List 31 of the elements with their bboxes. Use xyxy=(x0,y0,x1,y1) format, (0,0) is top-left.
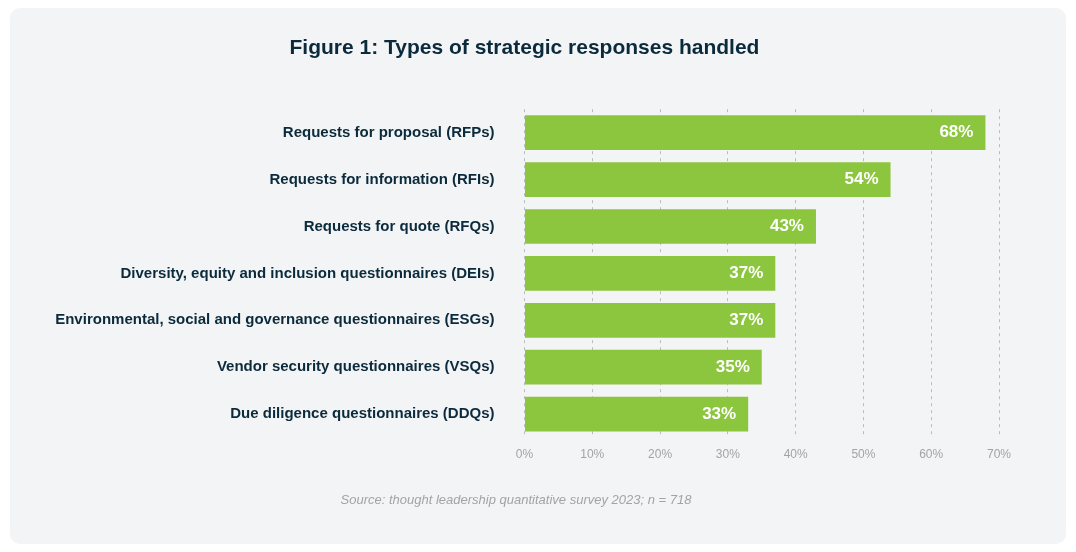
bar xyxy=(525,115,986,151)
source-note: Source: thought leadership quantitative survey 2023; n = 718 xyxy=(340,491,693,507)
x-tick-label: 30% xyxy=(715,447,741,462)
x-tick-label: 0% xyxy=(515,447,534,462)
bar xyxy=(525,396,749,432)
y-tick-label: Requests for information (RFIs) xyxy=(269,169,495,187)
x-tick-label: 20% xyxy=(648,447,673,462)
data-label: 68% xyxy=(939,122,974,142)
bar xyxy=(525,162,891,197)
x-tick-label: 60% xyxy=(919,447,944,462)
data-label: 35% xyxy=(715,356,750,376)
data-label: 43% xyxy=(769,216,804,236)
x-tick-label: 40% xyxy=(783,447,808,462)
x-tick-label: 70% xyxy=(986,447,1012,462)
y-tick-label: Requests for quote (RFQs) xyxy=(303,216,495,234)
bar xyxy=(525,349,762,385)
y-tick-label: Due diligence questionnaires (DDQs) xyxy=(230,404,495,422)
data-label: 37% xyxy=(729,263,764,283)
data-label: 37% xyxy=(729,310,764,329)
bar xyxy=(525,302,776,338)
bar xyxy=(525,209,816,244)
data-label: 33% xyxy=(702,403,737,423)
bar xyxy=(525,256,776,291)
x-tick-label: 50% xyxy=(851,447,876,462)
chart-title: Figure 1: Types of strategic responses handled xyxy=(289,35,760,59)
y-tick-label: Requests for proposal (RFPs) xyxy=(282,122,495,140)
data-label: 54% xyxy=(844,169,879,189)
y-tick-label: Diversity, equity and inclusion questionnaires (DEIs) xyxy=(120,263,495,281)
y-tick-label: Vendor security questionnaires (VSQs) xyxy=(216,357,495,375)
x-tick-label: 10% xyxy=(580,447,605,462)
y-tick-label: Environmental, social and governance questionnaires (ESGs) xyxy=(55,310,495,328)
